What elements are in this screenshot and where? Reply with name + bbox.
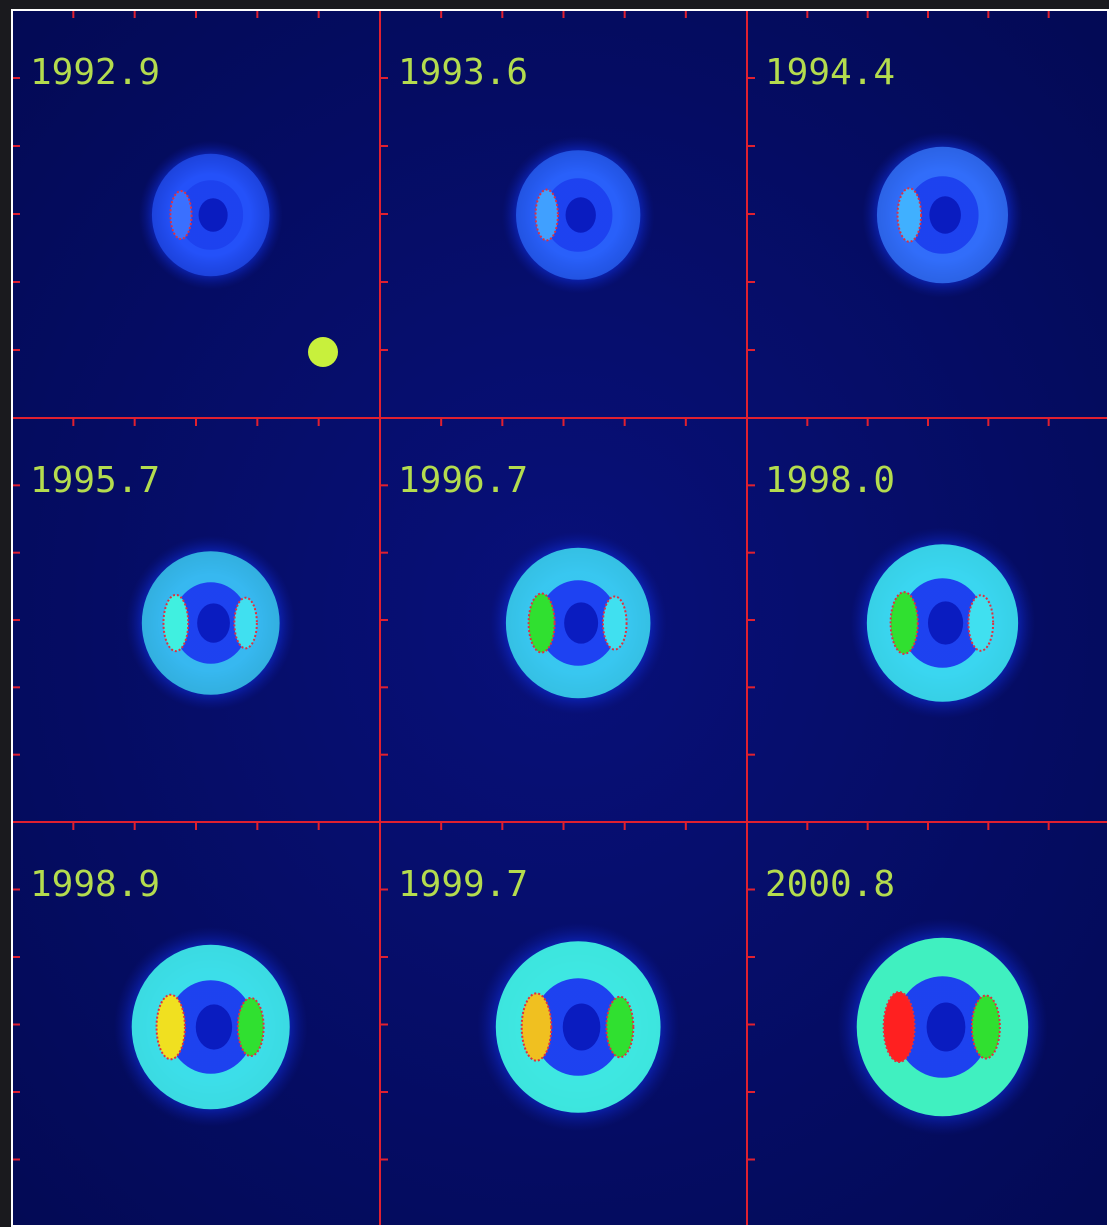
source-lobe — [236, 996, 265, 1058]
epoch-label: 1995.7 — [30, 460, 160, 501]
source-hole — [926, 1002, 966, 1052]
source-ring — [151, 153, 270, 277]
source-lobe — [882, 991, 916, 1063]
source-ring — [141, 551, 280, 695]
source-ring — [856, 937, 1029, 1117]
source-lobe — [967, 594, 995, 652]
source-lobe — [896, 187, 923, 243]
source-hole — [927, 601, 964, 645]
source-hole — [197, 603, 230, 643]
beam-marker — [308, 337, 338, 367]
source-ring — [505, 547, 651, 699]
source-lobe — [889, 591, 919, 655]
epoch-label: 1996.7 — [398, 460, 528, 501]
source-hole — [198, 198, 228, 232]
source-lobe — [155, 993, 186, 1061]
source-lobe — [169, 190, 193, 240]
epoch-label: 1998.9 — [30, 864, 160, 905]
source-hole — [562, 1003, 601, 1051]
source-lobe — [520, 992, 553, 1062]
source-hole — [565, 197, 596, 233]
source-hole — [195, 1004, 233, 1050]
source-ring — [131, 944, 290, 1110]
epoch-label: 1999.7 — [398, 864, 528, 905]
epoch-label: 1994.4 — [765, 52, 895, 93]
epoch-label: 1993.6 — [398, 52, 528, 93]
source-ring — [516, 150, 641, 280]
epoch-label: 1992.9 — [30, 52, 160, 93]
source-ring — [876, 146, 1009, 284]
source-ring — [866, 544, 1019, 702]
source-hole — [929, 196, 961, 234]
source-lobe — [601, 595, 628, 651]
source-lobe — [605, 995, 635, 1059]
source-hole — [564, 602, 599, 644]
source-lobe — [970, 994, 1001, 1060]
source-lobe — [162, 593, 190, 653]
source-lobe — [233, 596, 258, 650]
epoch-label: 1998.0 — [765, 460, 895, 501]
source-lobe — [534, 188, 559, 242]
figure-border — [11, 9, 1109, 1227]
source-lobe — [527, 592, 556, 654]
source-ring — [495, 941, 661, 1113]
epoch-label: 2000.8 — [765, 864, 895, 905]
